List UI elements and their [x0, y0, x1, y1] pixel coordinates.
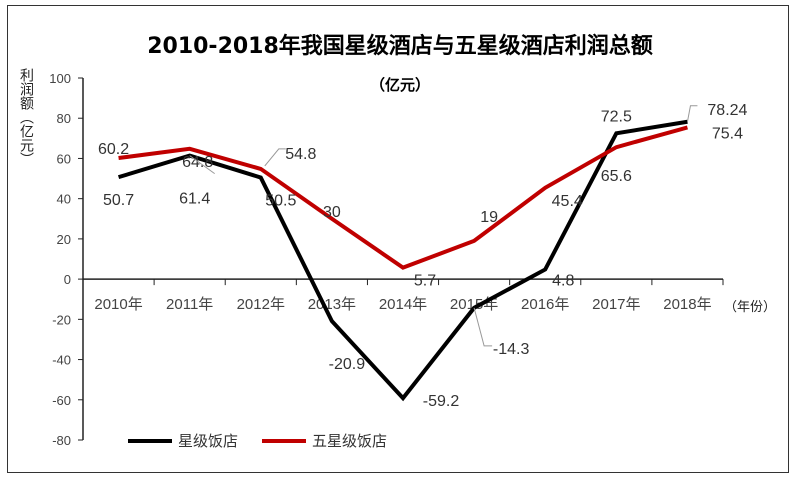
y-tick-label: -40: [52, 353, 71, 368]
y-tick-label: -20: [52, 312, 71, 327]
chart-title: 2010-2018年我国星级酒店与五星级酒店利润总额: [147, 34, 653, 59]
data-label: 5.7: [414, 273, 436, 290]
y-tick-label: 20: [57, 232, 71, 247]
legend-swatch: [262, 438, 306, 443]
x-tick-label: 2016年: [521, 296, 569, 313]
leader-line: [189, 155, 215, 175]
legend-label: 星级饭店: [178, 432, 239, 450]
data-label: 78.24: [707, 102, 747, 119]
x-tick-label: 2013年: [308, 296, 356, 313]
x-tick-label: 2014年: [379, 296, 427, 313]
data-label: 30: [323, 204, 341, 221]
x-axis-label: （年份）: [724, 300, 777, 315]
y-tick-label: 0: [64, 272, 71, 287]
data-label: 72.5: [601, 108, 632, 125]
y-tick-label: 60: [57, 151, 71, 166]
legend-item-series-1: 五星级饭店: [262, 430, 387, 451]
data-label: 19: [480, 209, 498, 226]
x-tick-label: 2010年: [94, 296, 142, 313]
x-tick-label: 2012年: [237, 296, 285, 313]
leader-line: [473, 307, 493, 347]
data-label: 75.4: [712, 125, 743, 142]
legend-swatch: [128, 438, 172, 443]
y-axis-label: 利润额（亿元）: [18, 68, 34, 166]
x-tick-label: 2011年: [166, 296, 213, 313]
series-line-0: [117, 119, 688, 402]
chart-frame: [7, 5, 789, 473]
x-tick-label: 2018年: [663, 296, 711, 313]
data-label: 50.5: [265, 193, 296, 210]
data-label: -14.3: [493, 341, 530, 358]
data-label: 61.4: [179, 191, 210, 208]
data-label: 65.6: [601, 168, 632, 185]
x-tick-label: 2017年: [592, 296, 640, 313]
leader-line: [264, 148, 286, 167]
legend-item-series-0: 星级饭店: [128, 430, 238, 451]
data-label: 60.2: [98, 141, 129, 158]
chart-subtitle: （亿元）: [369, 76, 430, 94]
legend-label: 五星级饭店: [312, 432, 388, 450]
data-label: -20.9: [329, 356, 366, 373]
y-tick-label: -80: [52, 433, 71, 448]
leader-line: [686, 105, 698, 122]
y-tick-label: 80: [57, 111, 71, 126]
data-label: 50.7: [103, 192, 134, 209]
y-tick-label: 100: [49, 71, 71, 86]
series-line-1: [118, 125, 688, 270]
data-label: 54.8: [285, 146, 316, 163]
data-label: -59.2: [423, 393, 460, 410]
y-tick-label: 40: [57, 192, 71, 207]
data-label: 45.4: [552, 193, 583, 210]
data-label: 4.8: [552, 272, 574, 289]
y-tick-label: -60: [52, 393, 71, 408]
data-label: 64.8: [182, 154, 213, 171]
